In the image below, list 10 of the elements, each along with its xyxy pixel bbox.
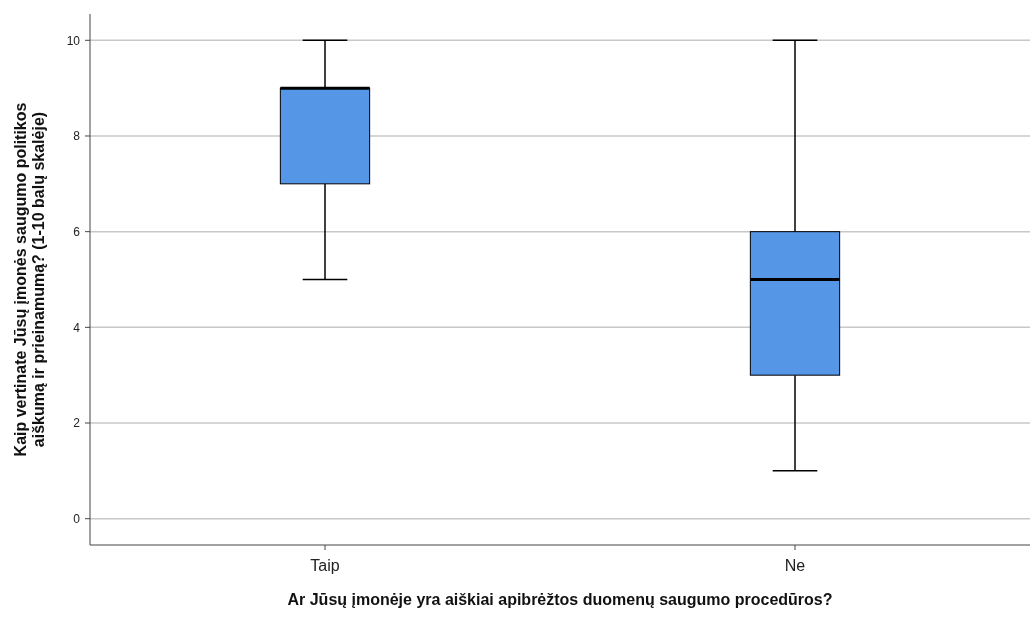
y-tick-label: 2 (73, 416, 81, 431)
y-tick-label: 10 (66, 33, 81, 48)
y-tick-label: 0 (73, 511, 81, 526)
y-tick-label: 6 (73, 224, 81, 239)
y-tick-label: 4 (73, 320, 81, 335)
y-tick-label: 8 (73, 129, 81, 144)
x-tick-label: Ne (784, 557, 806, 574)
x-axis-title: Ar Jūsų įmonėje yra aiškiai apibrėžtos duomenų saugumo procedūros? (287, 591, 833, 608)
x-tick-label: Taip (310, 557, 340, 574)
y-axis-title: Kaip vertinate Jūsų įmonės saugumo politikos aiškumą ir prieinamumą? (1-10 balų skalėje) (12, 102, 47, 457)
